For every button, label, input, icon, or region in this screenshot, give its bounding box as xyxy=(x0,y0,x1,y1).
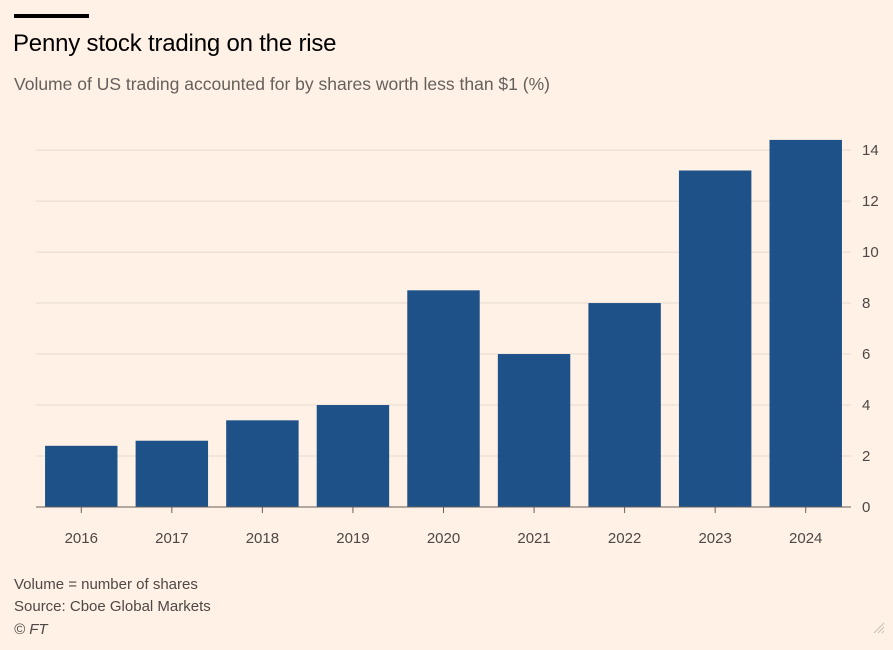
bar-2020[interactable] xyxy=(407,290,480,507)
chart-title: Penny stock trading on the rise xyxy=(13,30,337,57)
x-tick-label: 2019 xyxy=(336,530,369,547)
y-tick-label: 8 xyxy=(862,295,870,312)
footnote: Volume = number of shares xyxy=(14,576,198,593)
bar-2018[interactable] xyxy=(226,420,299,507)
x-tick-label: 2022 xyxy=(608,530,641,547)
x-tick-label: 2017 xyxy=(155,530,188,547)
x-tick-label: 2024 xyxy=(789,530,822,547)
y-tick-label: 4 xyxy=(862,397,870,414)
x-tick-label: 2018 xyxy=(246,530,279,547)
x-tick-label: 2023 xyxy=(698,530,731,547)
bar-2021[interactable] xyxy=(497,354,571,507)
bar-2019[interactable] xyxy=(316,405,390,507)
y-tick-label: 14 xyxy=(862,142,879,159)
x-tick-label: 2016 xyxy=(65,530,98,547)
y-tick-label: 6 xyxy=(862,346,870,363)
ft-credit: © FT xyxy=(14,621,48,638)
x-axis-ticks: 2016 2017 2018 2019 2020 2021 2022 2023 2024 xyxy=(65,507,822,547)
bar-2023[interactable] xyxy=(678,170,752,507)
bar-2016[interactable] xyxy=(45,445,118,507)
bar-2024[interactable] xyxy=(769,139,842,507)
y-tick-label: 0 xyxy=(862,499,870,516)
y-tick-label: 2 xyxy=(862,448,870,465)
source-note: Source: Cboe Global Markets xyxy=(14,598,211,615)
chart-subtitle: Volume of US trading accounted for by sh… xyxy=(14,74,550,94)
y-axis-ticks: 0 2 4 6 8 10 12 14 xyxy=(862,142,879,516)
bar-2017[interactable] xyxy=(135,440,209,507)
bars xyxy=(45,139,842,507)
x-tick-label: 2021 xyxy=(517,530,550,547)
bar-2022[interactable] xyxy=(588,303,661,507)
resize-handle-icon[interactable] xyxy=(873,622,885,634)
x-tick-label: 2020 xyxy=(427,530,460,547)
bar-chart: 0 2 4 6 8 10 12 14 2016 2017 2018 2019 2020 2021 2022… xyxy=(36,139,879,547)
y-tick-label: 12 xyxy=(862,193,879,210)
brand-bar xyxy=(14,14,89,18)
y-tick-label: 10 xyxy=(862,244,879,261)
